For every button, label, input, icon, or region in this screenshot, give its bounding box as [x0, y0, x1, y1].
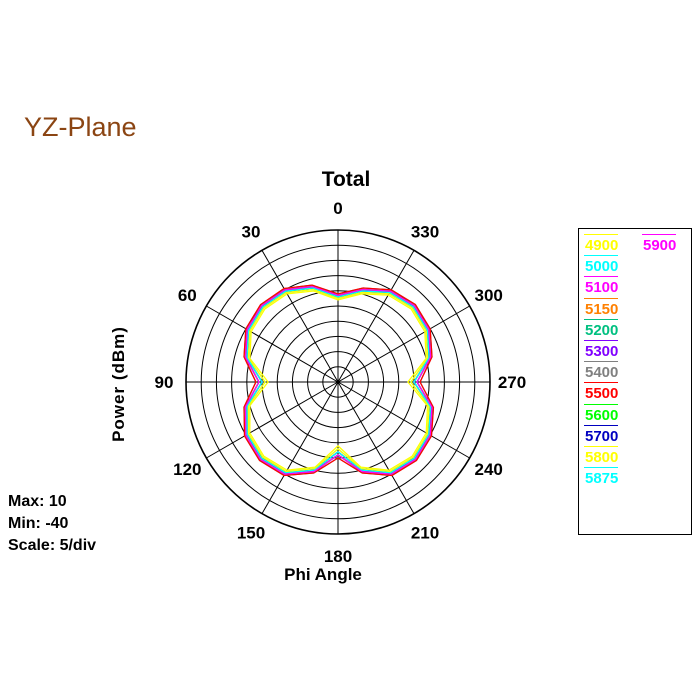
legend-label: 4900: [585, 237, 619, 254]
legend-entry-5600: 5600: [584, 403, 619, 424]
min-label: Min: -40: [8, 515, 69, 532]
legend-entry-5500: 5500: [584, 382, 619, 403]
legend-entry-5900: 5900: [642, 234, 677, 254]
series-line-5800: [247, 288, 430, 473]
grid-spoke: [337, 381, 470, 459]
legend-label: 5100: [585, 279, 619, 297]
legend-entry-5875: 5875: [584, 467, 619, 488]
legend-swatch: [584, 340, 618, 341]
grid-spoke: [261, 250, 339, 383]
angle-tick-label: 120: [173, 460, 201, 479]
legend-label: 5500: [585, 385, 619, 403]
angle-tick-label: 300: [475, 286, 503, 305]
series-line-5500: [243, 284, 435, 477]
legend-entry-5800: 5800: [584, 446, 619, 466]
legend-label: 5800: [585, 449, 619, 466]
legend-entry-5400: 5400: [584, 361, 619, 382]
angle-tick-label: 90: [155, 373, 174, 392]
angle-tick-label: 270: [498, 373, 526, 392]
legend-entry-5200: 5200: [584, 318, 619, 339]
angle-tick-label: 150: [237, 524, 265, 543]
legend-entry-5300: 5300: [584, 340, 619, 360]
legend-label: 5900: [643, 237, 677, 254]
series-line-5875: [246, 287, 432, 474]
angle-tick-label: 330: [411, 222, 439, 241]
legend-entry-5700: 5700: [584, 424, 619, 445]
legend-label: 5000: [585, 258, 619, 276]
legend-label: 5875: [585, 470, 619, 488]
legend-swatch: [584, 234, 618, 235]
legend-swatch: [584, 255, 618, 257]
angle-tick-label: 240: [475, 460, 503, 479]
legend-swatch: [584, 297, 618, 299]
scale-label: Scale: 5/div: [8, 537, 97, 554]
series-line-4900: [249, 290, 429, 471]
legend-entry-5150: 5150: [584, 297, 619, 318]
angle-tick-label: 0: [333, 199, 342, 218]
legend-label: 5150: [585, 300, 619, 318]
legend-swatch: [584, 382, 618, 384]
legend-swatch: [584, 424, 618, 426]
x-axis-label: Phi Angle: [284, 565, 362, 584]
legend: 4900 5000 5100 5150 5200 5300 5400 5500 5600 5700…: [578, 228, 692, 535]
plane-title: YZ-Plane: [24, 112, 137, 142]
legend-label: 5600: [585, 406, 619, 424]
chart-title: Total: [321, 168, 371, 191]
grid-spoke: [206, 381, 339, 459]
legend-swatch: [642, 234, 676, 235]
grid-spoke: [337, 305, 470, 383]
legend-entry-5100: 5100: [584, 276, 619, 297]
legend-label: 5400: [585, 364, 619, 382]
angle-tick-label: 180: [324, 547, 352, 566]
legend-entry-4900: 4900: [584, 234, 619, 254]
grid-spoke: [337, 250, 415, 383]
legend-swatch: [584, 403, 618, 405]
angle-tick-label: 60: [178, 286, 197, 305]
scale-info: Max: 10 Min: -40 Scale: 5/div: [8, 491, 96, 557]
max-label: Max: 10: [8, 493, 67, 510]
legend-swatch: [584, 446, 618, 447]
angle-tick-label: 30: [242, 222, 261, 241]
legend-swatch: [584, 318, 618, 320]
legend-swatch: [584, 276, 618, 278]
angle-tick-label: 210: [411, 524, 439, 543]
grid-spoke: [337, 381, 415, 514]
legend-swatch: [584, 361, 618, 363]
legend-label: 5300: [585, 343, 619, 360]
series-line-5900: [244, 285, 433, 475]
grid-spoke: [206, 305, 339, 383]
legend-swatch: [584, 467, 618, 469]
legend-label: 5700: [585, 427, 619, 445]
legend-label: 5200: [585, 321, 619, 339]
grid-spoke: [261, 381, 339, 514]
legend-entry-5000: 5000: [584, 255, 619, 276]
